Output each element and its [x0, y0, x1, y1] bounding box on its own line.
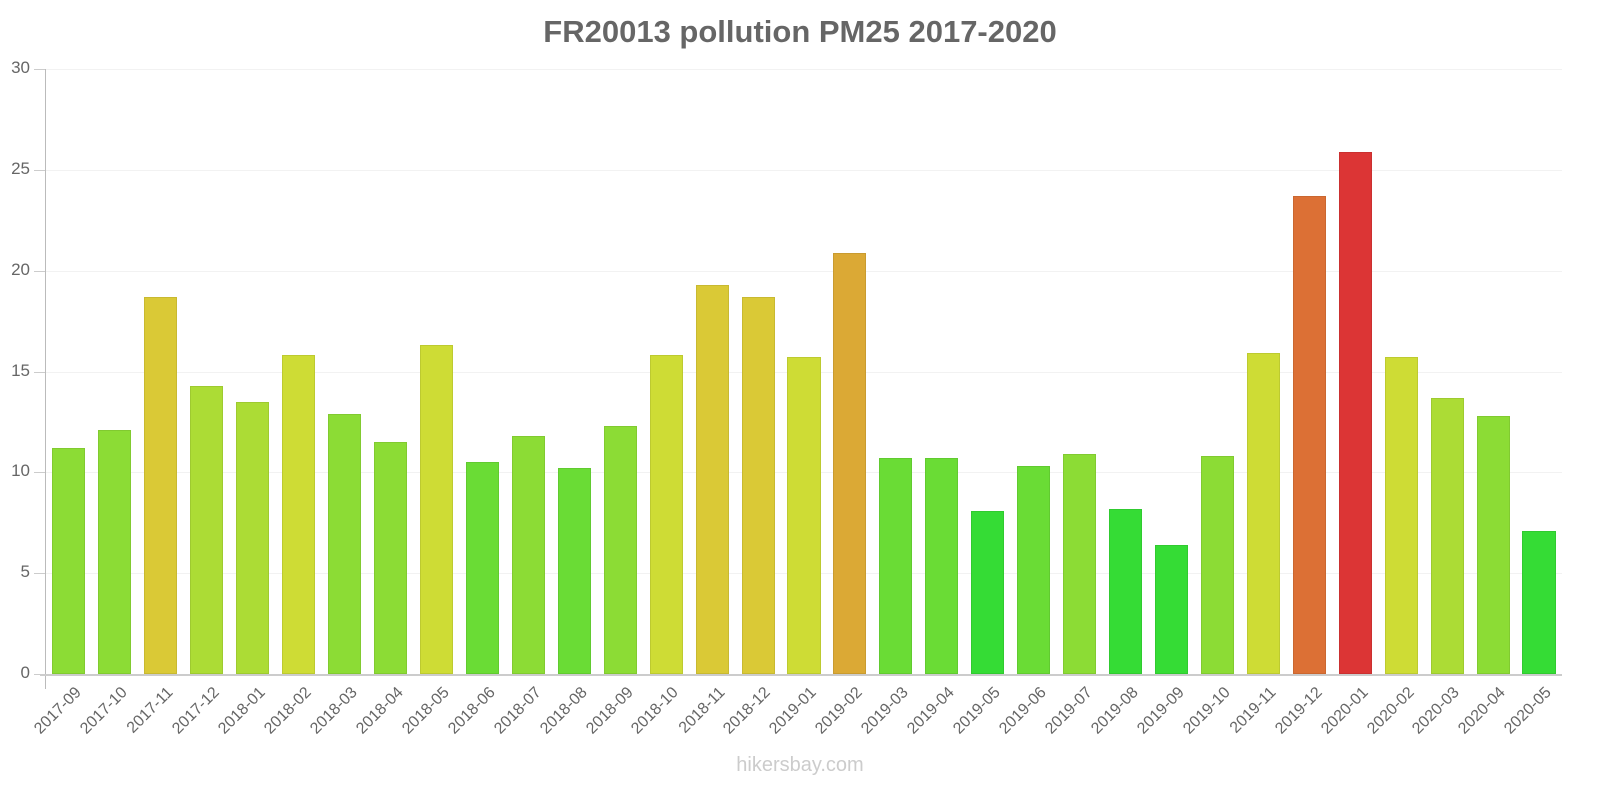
x-tick-label: 2019-09	[1133, 684, 1188, 738]
bar-2019-09[interactable]	[1154, 544, 1189, 674]
bar-2018-09[interactable]	[603, 425, 637, 674]
x-tick-label: 2018-07	[490, 684, 545, 738]
x-tick-label: 2018-01	[215, 684, 269, 738]
y-tick-mark	[34, 371, 45, 373]
x-tick-label: 2017-10	[77, 684, 131, 738]
y-tick-mark	[34, 472, 45, 474]
x-tick-label: 2019-07	[1042, 684, 1096, 738]
bar-2019-05[interactable]	[971, 510, 1005, 674]
y-tick-mark	[34, 674, 45, 675]
plot-area	[46, 69, 1562, 675]
bar-2019-08[interactable]	[1109, 508, 1143, 674]
bar-2020-01[interactable]	[1338, 151, 1372, 674]
x-tick-label: 2018-02	[261, 684, 315, 738]
x-tick-label: 2018-10	[628, 684, 683, 738]
bar-2018-02[interactable]	[282, 355, 316, 674]
bar-2018-03[interactable]	[328, 413, 362, 674]
bar-2018-07[interactable]	[511, 436, 545, 674]
bar-2018-10[interactable]	[649, 355, 683, 674]
x-tick-label: 2019-01	[766, 684, 821, 738]
bar-2020-02[interactable]	[1384, 357, 1418, 674]
bar-2019-07[interactable]	[1063, 454, 1097, 674]
x-tick-label: 2018-05	[398, 684, 453, 738]
x-tick-label: 2018-12	[720, 684, 775, 738]
bar-2019-06[interactable]	[1017, 466, 1051, 674]
x-tick-label: 2020-01	[1317, 684, 1372, 738]
bar-2019-01[interactable]	[787, 357, 821, 674]
y-tick-label: 10	[11, 461, 30, 481]
bar-2017-09[interactable]	[52, 448, 86, 674]
y-axis-line	[45, 69, 46, 689]
x-tick-label: 2020-04	[1455, 684, 1510, 738]
x-tick-label: 2019-05	[950, 684, 1004, 738]
x-tick-label: 2018-08	[536, 684, 591, 738]
x-tick-label: 2018-03	[307, 684, 361, 738]
y-tick-label: 25	[11, 158, 30, 178]
x-tick-label: 2017-11	[124, 684, 177, 737]
x-tick-label: 2019-10	[1179, 684, 1234, 738]
x-tick-label: 2018-06	[444, 684, 499, 738]
x-tick-label: 2017-12	[169, 684, 223, 738]
bar-2017-11[interactable]	[144, 296, 178, 674]
gridline	[46, 270, 1562, 272]
bar-2018-05[interactable]	[419, 345, 453, 674]
gridline	[46, 69, 1562, 70]
x-tick-label: 2019-11	[1226, 684, 1280, 737]
bar-2019-03[interactable]	[879, 458, 913, 674]
x-tick-label: 2020-02	[1363, 684, 1418, 738]
y-tick-label: 20	[11, 259, 30, 279]
x-tick-label: 2019-06	[996, 684, 1050, 738]
gridline	[46, 169, 1562, 171]
bar-2019-12[interactable]	[1292, 196, 1326, 674]
y-tick-label: 0	[20, 663, 30, 682]
y-tick-label: 5	[20, 562, 30, 582]
x-tick-label: 2019-04	[904, 684, 958, 738]
bar-2018-12[interactable]	[741, 296, 775, 674]
x-tick-label: 2018-04	[353, 684, 407, 738]
x-tick-label: 2020-05	[1501, 684, 1556, 738]
y-tick-mark	[34, 270, 45, 272]
y-tick-mark	[34, 573, 45, 575]
x-axis-line	[40, 674, 1562, 676]
watermark: hikersbay.com	[736, 754, 864, 776]
bar-2019-02[interactable]	[833, 252, 867, 674]
y-tick-label: 30	[11, 58, 30, 77]
y-tick-label: 15	[11, 360, 30, 380]
x-tick-label: 2019-08	[1088, 684, 1142, 738]
x-tick-label: 2019-03	[858, 684, 912, 738]
x-tick-label: 2020-03	[1409, 684, 1464, 738]
bar-2019-10[interactable]	[1200, 456, 1234, 674]
bar-2020-03[interactable]	[1430, 397, 1464, 674]
bar-2018-08[interactable]	[557, 468, 591, 674]
bar-2017-12[interactable]	[190, 385, 224, 674]
bar-2018-06[interactable]	[465, 462, 499, 674]
bar-2018-04[interactable]	[374, 442, 408, 674]
bar-2019-04[interactable]	[925, 458, 959, 674]
x-tick-label: 2017-09	[31, 684, 86, 738]
chart-title: FR20013 pollution PM25 2017-2020	[543, 14, 1057, 49]
bar-2018-01[interactable]	[236, 401, 270, 674]
y-tick-mark	[34, 169, 45, 171]
bar-2018-11[interactable]	[695, 284, 729, 674]
x-tick-label: 2019-02	[812, 684, 866, 738]
x-tick-label: 2019-12	[1271, 684, 1326, 738]
bar-2020-04[interactable]	[1476, 415, 1510, 674]
bar-2020-05[interactable]	[1522, 530, 1556, 674]
bar-2019-11[interactable]	[1246, 353, 1280, 674]
y-tick-mark	[34, 69, 45, 70]
x-tick-label: 2018-09	[582, 684, 637, 738]
x-tick-label: 2018-11	[675, 684, 729, 737]
bar-2017-10[interactable]	[98, 429, 132, 674]
